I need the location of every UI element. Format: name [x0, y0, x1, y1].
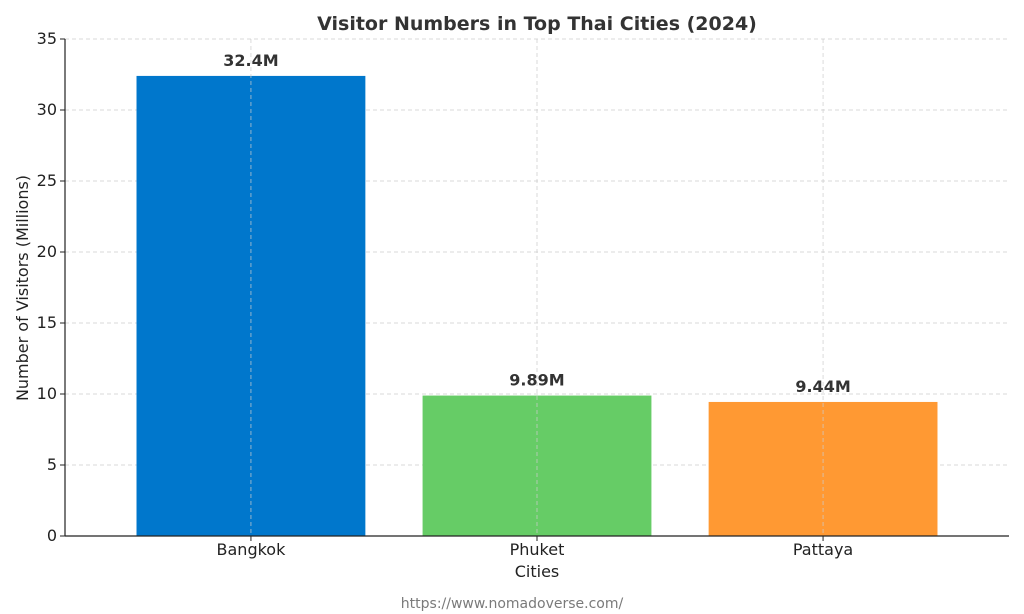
- y-tick-label: 35: [37, 29, 57, 48]
- chart-title: Visitor Numbers in Top Thai Cities (2024…: [317, 13, 757, 35]
- data-label: 9.44M: [795, 377, 850, 396]
- bar-phuket: [422, 395, 652, 536]
- y-tick-label: 25: [37, 171, 57, 190]
- x-tick-label: Pattaya: [793, 540, 853, 559]
- y-tick-label: 10: [37, 384, 57, 403]
- x-tick-label: Bangkok: [217, 540, 287, 559]
- x-axis-label: Cities: [515, 562, 560, 581]
- x-tick-label: Phuket: [510, 540, 565, 559]
- data-label: 9.89M: [509, 371, 564, 390]
- y-tick-label: 0: [47, 526, 57, 545]
- vertical-grid-lines: [250, 39, 824, 536]
- data-labels: 32.4M 9.89M 9.44M: [223, 51, 851, 396]
- x-axis-ticks: Bangkok Phuket Pattaya: [217, 536, 853, 559]
- y-tick-label: 15: [37, 313, 57, 332]
- y-tick-label: 30: [37, 100, 57, 119]
- y-axis-label: Number of Visitors (Millions): [13, 175, 32, 401]
- y-tick-label: 5: [47, 455, 57, 474]
- source-url: https://www.nomadoverse.com/: [401, 596, 624, 612]
- data-label: 32.4M: [223, 51, 278, 70]
- y-tick-label: 20: [37, 242, 57, 261]
- y-axis-ticks: 0 5 10 15 20 25 30 35: [37, 29, 65, 545]
